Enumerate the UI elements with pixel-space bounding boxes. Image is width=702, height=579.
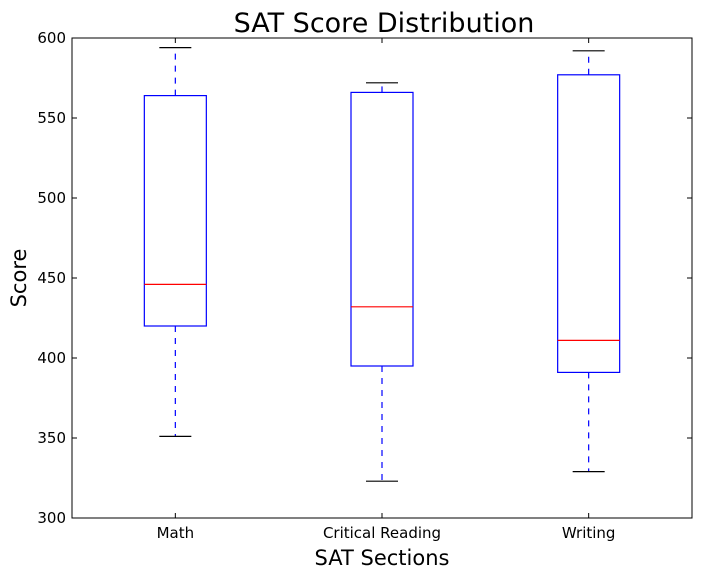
x-tick-label: Critical Reading — [323, 524, 441, 542]
y-tick-label: 450 — [37, 269, 66, 287]
y-tick-label: 500 — [37, 189, 66, 207]
box-iqr — [350, 91, 414, 367]
box-iqr — [143, 94, 207, 327]
x-axis-label: SAT Sections — [315, 546, 450, 570]
y-tick-label: 350 — [37, 429, 66, 447]
x-tick-label: Math — [157, 524, 195, 542]
y-axis-label: Score — [7, 249, 31, 308]
x-tick-label: Writing — [562, 524, 616, 542]
plot-frame — [71, 37, 693, 519]
chart-title: SAT Score Distribution — [234, 8, 535, 39]
box-iqr — [557, 74, 621, 374]
y-tick-label: 400 — [37, 349, 66, 367]
y-tick-label: 600 — [37, 29, 66, 47]
plot-marks: 300 350 400 450 500 550 600 Math Critical Readin… — [37, 29, 692, 542]
y-tick-label: 550 — [37, 109, 66, 127]
y-tick-label: 300 — [37, 509, 66, 527]
